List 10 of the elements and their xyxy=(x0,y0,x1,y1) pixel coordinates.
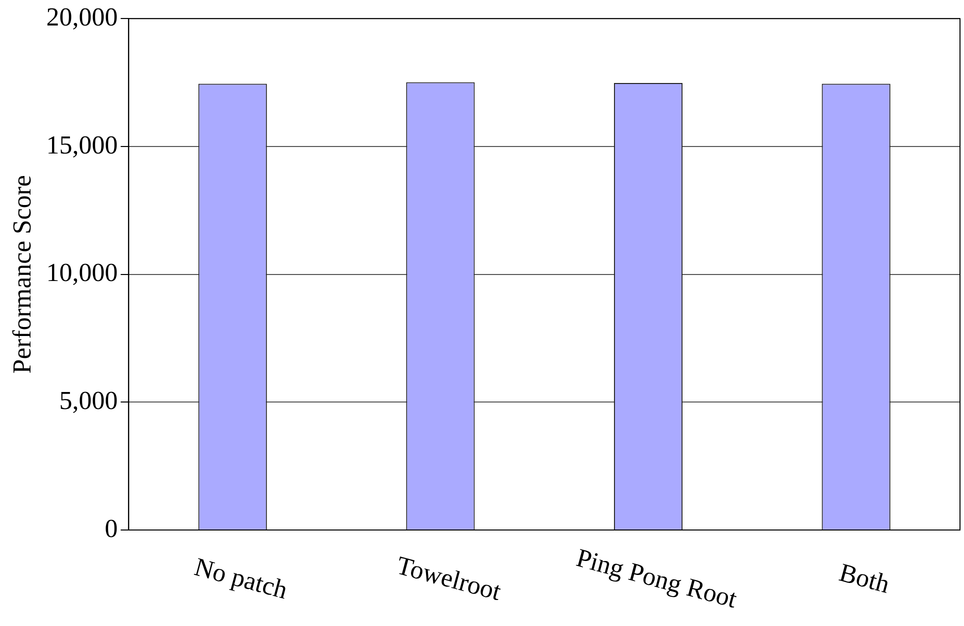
y-tick-label: 20,000 xyxy=(46,2,118,32)
y-tick-label: 0 xyxy=(104,514,118,543)
x-tick-label: No patch xyxy=(192,552,290,605)
x-tick-label: Ping Pong Root xyxy=(573,543,741,614)
x-tick-label: Both xyxy=(836,558,893,599)
y-tick-label: 15,000 xyxy=(46,130,118,160)
y-tick-label: 5,000 xyxy=(59,386,118,415)
y-axis-title: Performance Score xyxy=(7,175,36,374)
y-tick-label: 10,000 xyxy=(46,258,118,288)
x-tick-label: Towelroot xyxy=(394,550,505,606)
